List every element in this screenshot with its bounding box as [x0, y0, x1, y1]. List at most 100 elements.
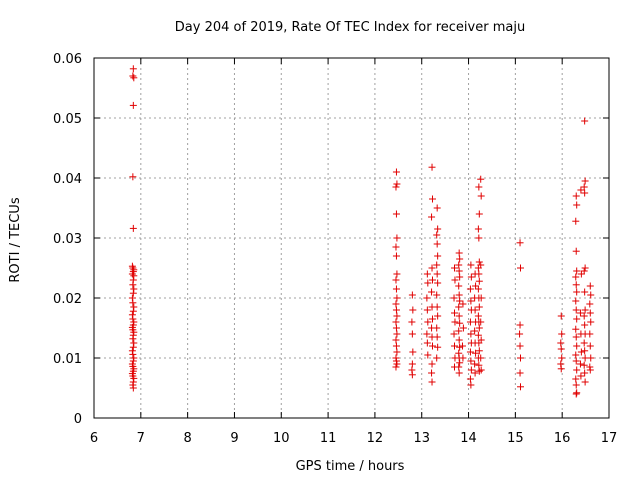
data-point	[408, 360, 416, 368]
data-point	[423, 339, 431, 347]
data-point	[459, 354, 467, 362]
data-point	[433, 354, 441, 362]
data-point	[392, 276, 400, 284]
data-point	[572, 281, 580, 289]
data-point	[573, 288, 581, 296]
data-point	[393, 180, 401, 188]
data-point	[459, 300, 467, 308]
data-point	[455, 312, 463, 320]
data-point	[428, 288, 436, 296]
data-point	[586, 342, 594, 350]
x-tick-label: 11	[320, 431, 337, 446]
data-point	[581, 117, 589, 125]
data-point	[477, 336, 485, 344]
data-point	[451, 309, 458, 317]
data-point	[516, 369, 524, 377]
data-point	[433, 240, 441, 248]
data-point	[580, 361, 588, 369]
data-point	[477, 354, 485, 362]
data-point	[129, 289, 137, 297]
data-point	[586, 309, 594, 317]
data-point	[572, 357, 580, 365]
data-point	[433, 324, 441, 332]
y-tick-label: 0.02	[53, 292, 82, 307]
data-point	[580, 312, 588, 320]
data-point	[474, 312, 482, 320]
data-point	[433, 261, 441, 269]
data-point	[581, 321, 589, 329]
x-tick-label: 14	[460, 431, 477, 446]
data-point	[477, 192, 485, 200]
data-point	[572, 333, 580, 341]
data-point	[471, 327, 479, 335]
data-point	[456, 273, 464, 281]
data-point	[428, 163, 436, 171]
data-point	[517, 354, 525, 362]
y-tick-label: 0.03	[53, 232, 82, 247]
data-point	[517, 383, 525, 391]
data-point	[393, 330, 401, 338]
data-point	[451, 318, 459, 326]
data-point	[475, 324, 483, 332]
data-point	[467, 357, 475, 365]
y-axis-label: ROTI / TECUs	[8, 197, 23, 282]
data-point	[557, 365, 565, 373]
data-point	[455, 327, 463, 335]
y-tick-label: 0.04	[53, 172, 82, 187]
x-tick-label: 8	[183, 431, 191, 446]
data-point	[572, 390, 580, 398]
y-tick-labels: 0 0.01 0.02 0.03 0.04 0.05 0.06	[53, 52, 82, 427]
data-point	[434, 225, 442, 233]
data-point	[424, 318, 432, 326]
data-point	[129, 224, 137, 232]
data-point	[393, 312, 401, 320]
data-point	[586, 300, 594, 308]
x-tick-label: 13	[413, 431, 430, 446]
data-point	[408, 330, 416, 338]
data-point	[516, 330, 524, 338]
data-point	[392, 318, 400, 326]
data-point	[475, 347, 483, 355]
data-point	[392, 306, 400, 314]
data-point	[586, 282, 594, 290]
x-tick-label: 9	[230, 431, 238, 446]
data-point	[455, 267, 463, 275]
data-point	[471, 306, 479, 314]
data-point	[434, 343, 442, 351]
data-point	[129, 350, 137, 358]
data-point	[581, 189, 589, 197]
data-point	[455, 369, 463, 377]
data-point	[477, 366, 485, 374]
data-point	[455, 261, 463, 269]
data-point	[409, 348, 417, 356]
data-point	[587, 291, 595, 299]
data-point	[392, 252, 400, 260]
data-point	[466, 348, 474, 356]
data-point	[434, 252, 442, 260]
data-point	[433, 231, 441, 239]
data-point	[475, 277, 483, 285]
data-point	[456, 319, 464, 327]
data-point	[581, 369, 589, 377]
data-point	[558, 354, 566, 362]
data-point	[451, 342, 458, 350]
data-point	[572, 297, 580, 305]
data-point	[428, 342, 436, 350]
axis-ticks	[93, 57, 610, 419]
data-point	[456, 297, 464, 305]
data-point	[129, 343, 137, 351]
data-point	[466, 285, 474, 293]
data-point	[573, 267, 581, 275]
data-point	[467, 381, 475, 389]
data-point	[392, 243, 400, 251]
x-tick-label: 17	[601, 431, 618, 446]
data-point	[451, 276, 459, 284]
data-point	[474, 331, 482, 339]
data-point	[428, 369, 436, 377]
data-point	[393, 270, 401, 278]
data-point	[423, 270, 431, 278]
data-point	[581, 264, 589, 272]
y-tick-label: 0.01	[53, 352, 82, 367]
data-point	[450, 330, 458, 338]
